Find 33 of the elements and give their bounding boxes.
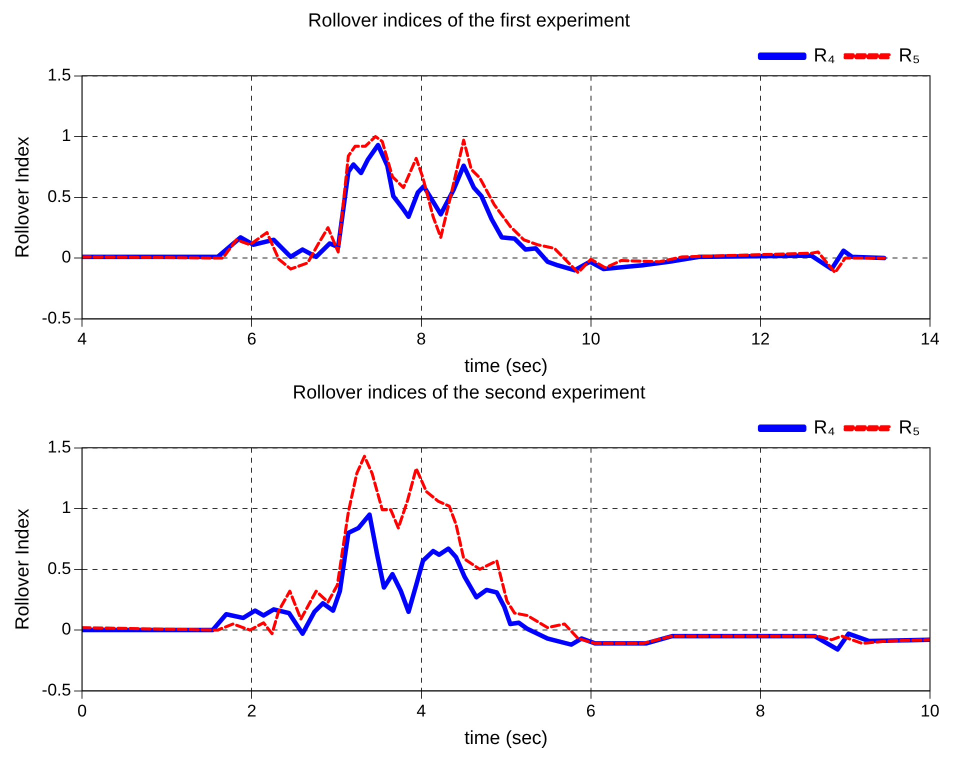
x-tick-label: 10 (581, 330, 600, 349)
x-tick-label: 0 (77, 702, 87, 721)
legend-label: R₄ (814, 418, 836, 439)
x-tick-label: 14 (920, 330, 940, 349)
y-tick-label: 0 (62, 248, 72, 267)
legend-label: R₄ (814, 46, 836, 67)
x-tick-label: 10 (920, 702, 940, 721)
x-axis-title: time (sec) (464, 728, 548, 749)
y-tick-label: 0.5 (47, 186, 72, 206)
x-tick-label: 2 (246, 702, 256, 721)
y-tick-label: 0.5 (47, 558, 72, 578)
y-tick-label: 1 (62, 498, 72, 518)
y-axis-title: Rollover Index (12, 136, 34, 258)
y-tick-label: 1.5 (47, 437, 72, 456)
x-axis-title: time (sec) (464, 356, 548, 377)
y-tick-label: 1 (62, 126, 72, 146)
line-series (82, 454, 930, 645)
y-axis-title: Rollover Index (12, 508, 34, 630)
y-tick-label: 1.5 (47, 65, 72, 84)
x-tick-label: 4 (416, 702, 426, 721)
y-tick-label: -0.5 (42, 308, 72, 328)
y-tick-label: 0 (62, 620, 72, 639)
x-tick-label: 8 (416, 330, 426, 349)
x-tick-label: 6 (586, 702, 596, 721)
chart-title: Rollover indices of the first experiment (308, 10, 631, 32)
x-tick-label: 4 (77, 330, 87, 349)
x-tick-label: 8 (756, 702, 766, 721)
chart-title: Rollover indices of the second experiment (292, 382, 646, 404)
legend-label: R₅ (898, 418, 920, 439)
legend-label: R₅ (898, 46, 920, 67)
x-tick-label: 12 (750, 330, 770, 349)
x-tick-label: 6 (246, 330, 256, 349)
y-tick-label: -0.5 (42, 680, 72, 700)
